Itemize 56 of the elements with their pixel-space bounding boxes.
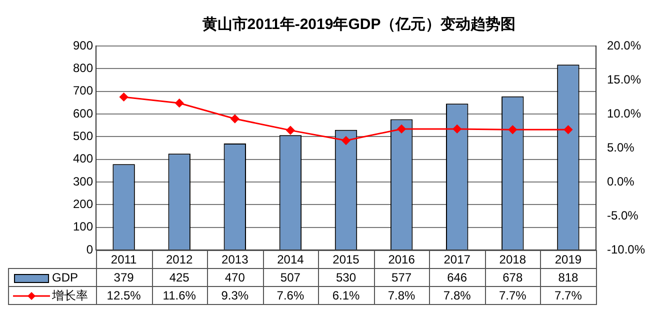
point bbox=[508, 125, 517, 134]
data-label: 11.6% bbox=[162, 288, 196, 302]
point bbox=[452, 124, 462, 134]
data-label: 646 bbox=[447, 270, 468, 284]
chart-title: 黄山市2011年-2019年GDP（亿元）变动趋势图 bbox=[201, 15, 516, 34]
y2-tick-label: -10.0% bbox=[606, 242, 646, 256]
y2-tick-label: 5.0% bbox=[606, 140, 635, 154]
y-tick-label: 800 bbox=[72, 60, 94, 75]
y-tick-label: 400 bbox=[72, 152, 94, 166]
point bbox=[120, 92, 128, 102]
x-tick-label: 2013 bbox=[222, 252, 249, 266]
data-label: 507 bbox=[280, 270, 301, 284]
y-tick-label: 0 bbox=[86, 242, 94, 256]
y-tick-label: 300 bbox=[72, 174, 94, 188]
x-tick-label: 2012 bbox=[166, 252, 194, 266]
y-tick-label: 200 bbox=[72, 196, 94, 211]
point bbox=[230, 114, 240, 124]
point bbox=[286, 126, 295, 135]
data-label: 678 bbox=[502, 270, 523, 284]
y2-tick-label: -5.0% bbox=[606, 208, 639, 222]
point bbox=[397, 124, 406, 134]
x-tick-label: 2011 bbox=[110, 252, 138, 266]
legend-label: 增长率 bbox=[51, 288, 88, 302]
data-label: 7.8% bbox=[388, 288, 416, 302]
point bbox=[342, 136, 350, 145]
point bbox=[175, 98, 184, 108]
y-tick-label: 500 bbox=[72, 128, 94, 143]
y2-tick-label: 15.0% bbox=[606, 72, 642, 86]
data-label: 425 bbox=[169, 270, 190, 284]
legend-label: GDP bbox=[52, 270, 78, 284]
data-label: 818 bbox=[558, 270, 579, 284]
x-tick-label: 2015 bbox=[332, 252, 360, 266]
data-label: 379 bbox=[114, 270, 134, 284]
y-tick-label: 600 bbox=[72, 106, 94, 120]
y2-tick-label: 10.0% bbox=[606, 106, 642, 120]
y2-tick-label: 20.0% bbox=[606, 38, 642, 52]
data-label: 12.5% bbox=[106, 288, 142, 302]
x-tick-label: 2018 bbox=[499, 252, 526, 266]
data-label: 470 bbox=[224, 270, 246, 284]
data-label: 9.3% bbox=[221, 288, 249, 302]
data-label: 530 bbox=[336, 270, 356, 284]
y-tick-label: 700 bbox=[72, 84, 94, 98]
point bbox=[564, 125, 572, 134]
y-tick-label: 900 bbox=[72, 38, 94, 52]
x-tick-label: 2016 bbox=[388, 252, 416, 266]
x-tick-label: 2017 bbox=[444, 252, 471, 266]
data-label: 7.8% bbox=[443, 288, 472, 302]
data-label: 7.6% bbox=[276, 288, 304, 302]
y-tick-label: 100 bbox=[72, 220, 94, 234]
data-label: 7.7% bbox=[554, 288, 582, 302]
x-tick-label: 2019 bbox=[554, 252, 582, 266]
data-label: 7.7% bbox=[498, 288, 527, 302]
x-tick-label: 2014 bbox=[277, 252, 304, 266]
y2-tick-label: 0.0% bbox=[606, 174, 635, 188]
data-label: 577 bbox=[392, 270, 412, 284]
data-label: 6.1% bbox=[332, 288, 360, 302]
